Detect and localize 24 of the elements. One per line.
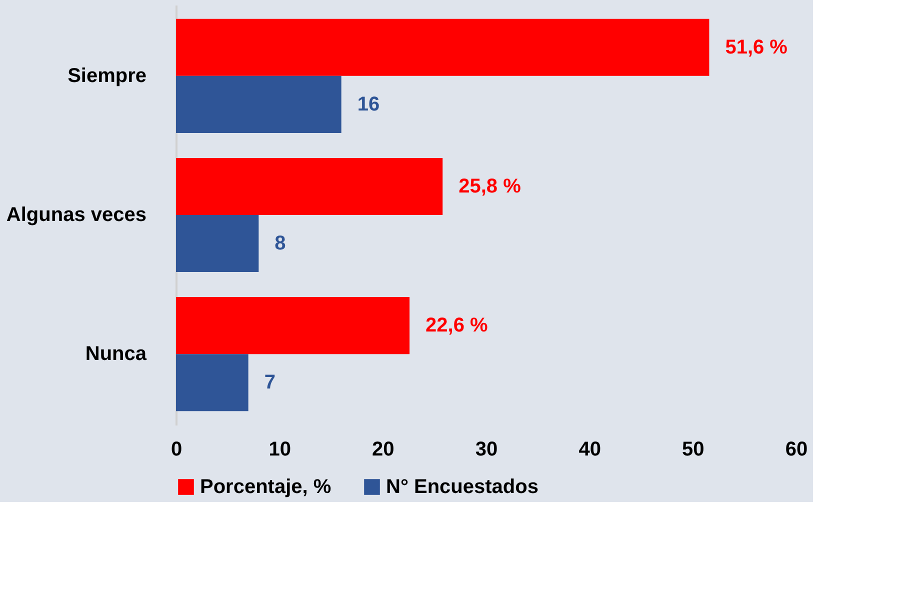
x-tick-label: 40 [578,438,601,460]
data-label: 51,6 % [725,36,788,58]
data-label: 7 [264,372,276,394]
y-tick-label: Algunas veces [6,204,146,226]
bar [176,354,248,412]
legend-label: N° Encuestados [386,476,538,498]
bar [176,215,259,272]
data-label: 16 [357,93,380,116]
data-label: 22,6 % [426,314,488,337]
y-tick-label: Siempre [68,64,146,87]
x-tick-label: 10 [268,438,291,460]
x-tick-label: 20 [372,438,394,460]
x-tick-label: 50 [682,438,704,460]
x-tick-label: 0 [170,438,182,460]
y-tick-label: Nunca [85,343,148,366]
data-label: 25,8 % [458,175,522,198]
bar [176,158,443,215]
bar [176,18,710,76]
bar [176,76,342,133]
data-label: 8 [274,232,286,255]
x-tick-label: 30 [475,438,498,460]
legend-label: Porcentaje, % [200,476,332,498]
bar [176,297,410,354]
x-tick-label: 60 [785,438,808,460]
